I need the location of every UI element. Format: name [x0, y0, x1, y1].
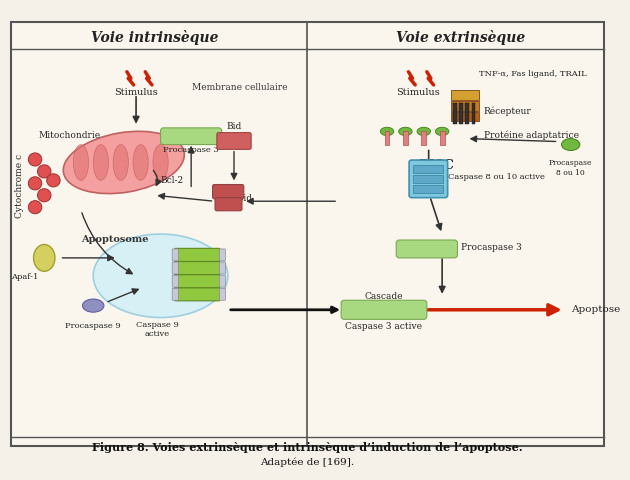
Ellipse shape [381, 127, 394, 136]
Text: Procaspase 3: Procaspase 3 [461, 243, 521, 252]
Text: Voie extrinsèque: Voie extrinsèque [396, 30, 525, 45]
Text: Cytochrome c: Cytochrome c [15, 154, 24, 218]
Bar [384, 132, 389, 144]
FancyBboxPatch shape [212, 184, 244, 199]
Text: Récepteur: Récepteur [484, 107, 532, 117]
Ellipse shape [93, 234, 228, 318]
Bar [451, 90, 479, 100]
Bar [413, 165, 444, 173]
Text: Caspase 8 ou 10 active: Caspase 8 ou 10 active [449, 173, 545, 181]
FancyBboxPatch shape [219, 275, 226, 287]
FancyBboxPatch shape [219, 249, 226, 261]
Text: Procaspase 9: Procaspase 9 [66, 323, 121, 330]
Text: Apoptosome: Apoptosome [81, 236, 149, 244]
FancyBboxPatch shape [215, 198, 242, 211]
Text: Procaspase
8 ou 10: Procaspase 8 ou 10 [549, 159, 592, 177]
Bar [471, 103, 475, 124]
FancyBboxPatch shape [175, 275, 220, 288]
Circle shape [47, 174, 60, 187]
Text: Caspase 3 active: Caspase 3 active [345, 323, 423, 331]
Text: DISC: DISC [418, 159, 454, 172]
Text: Bcl-2: Bcl-2 [161, 176, 184, 185]
Ellipse shape [435, 127, 449, 136]
Circle shape [28, 201, 42, 214]
Bar [459, 103, 463, 124]
Text: Apaf-1: Apaf-1 [11, 273, 38, 281]
Circle shape [38, 165, 51, 178]
Circle shape [28, 153, 42, 166]
Ellipse shape [133, 144, 148, 180]
FancyBboxPatch shape [11, 22, 604, 446]
Bar [403, 132, 408, 144]
Circle shape [38, 189, 51, 202]
Text: Adaptée de [169].: Adaptée de [169]. [260, 457, 355, 467]
FancyBboxPatch shape [172, 288, 178, 300]
FancyBboxPatch shape [175, 262, 220, 275]
Text: Cascade: Cascade [365, 292, 403, 301]
Text: Protéine adaptatrice: Protéine adaptatrice [484, 131, 579, 140]
Text: Apoptose: Apoptose [571, 305, 620, 314]
Ellipse shape [93, 144, 108, 180]
FancyBboxPatch shape [172, 249, 178, 261]
Text: Stimulus: Stimulus [114, 88, 158, 97]
Ellipse shape [83, 299, 104, 312]
Text: Bid: Bid [226, 122, 242, 132]
Text: Caspase 9
active: Caspase 9 active [136, 321, 179, 338]
FancyBboxPatch shape [409, 160, 448, 198]
FancyBboxPatch shape [172, 262, 178, 274]
Bar [451, 101, 479, 110]
Text: Stimulus: Stimulus [396, 88, 440, 97]
Circle shape [28, 177, 42, 190]
Ellipse shape [153, 144, 168, 180]
FancyBboxPatch shape [175, 288, 220, 301]
Ellipse shape [399, 127, 412, 136]
Ellipse shape [113, 144, 129, 180]
Bar [440, 132, 445, 144]
FancyBboxPatch shape [341, 300, 427, 319]
FancyBboxPatch shape [161, 128, 222, 144]
Bar [453, 103, 457, 124]
Text: Procaspase 3: Procaspase 3 [163, 146, 219, 154]
Ellipse shape [561, 139, 580, 151]
Ellipse shape [33, 244, 55, 271]
Bar [413, 185, 444, 193]
Ellipse shape [417, 127, 430, 136]
Text: Figure 8. Voies extrinsèque et intrinsèque d’induction de l’apoptose.: Figure 8. Voies extrinsèque et intrinsèq… [92, 442, 523, 453]
Bar [466, 103, 469, 124]
Text: Voie intrinsèque: Voie intrinsèque [91, 30, 218, 45]
Text: TNF-α, Fas ligand, TRAIL: TNF-α, Fas ligand, TRAIL [479, 70, 587, 78]
Text: Membrane cellulaire: Membrane cellulaire [192, 84, 288, 92]
FancyBboxPatch shape [396, 240, 457, 258]
Bar [413, 175, 444, 183]
FancyBboxPatch shape [219, 262, 226, 274]
FancyBboxPatch shape [217, 132, 251, 149]
Text: Mitochondrie: Mitochondrie [38, 131, 100, 140]
FancyBboxPatch shape [219, 288, 226, 300]
Text: tBid: tBid [234, 194, 253, 203]
Ellipse shape [63, 132, 185, 193]
Ellipse shape [73, 144, 89, 180]
Bar [421, 132, 427, 144]
FancyBboxPatch shape [175, 248, 220, 262]
Bar [451, 112, 479, 121]
FancyBboxPatch shape [172, 275, 178, 287]
